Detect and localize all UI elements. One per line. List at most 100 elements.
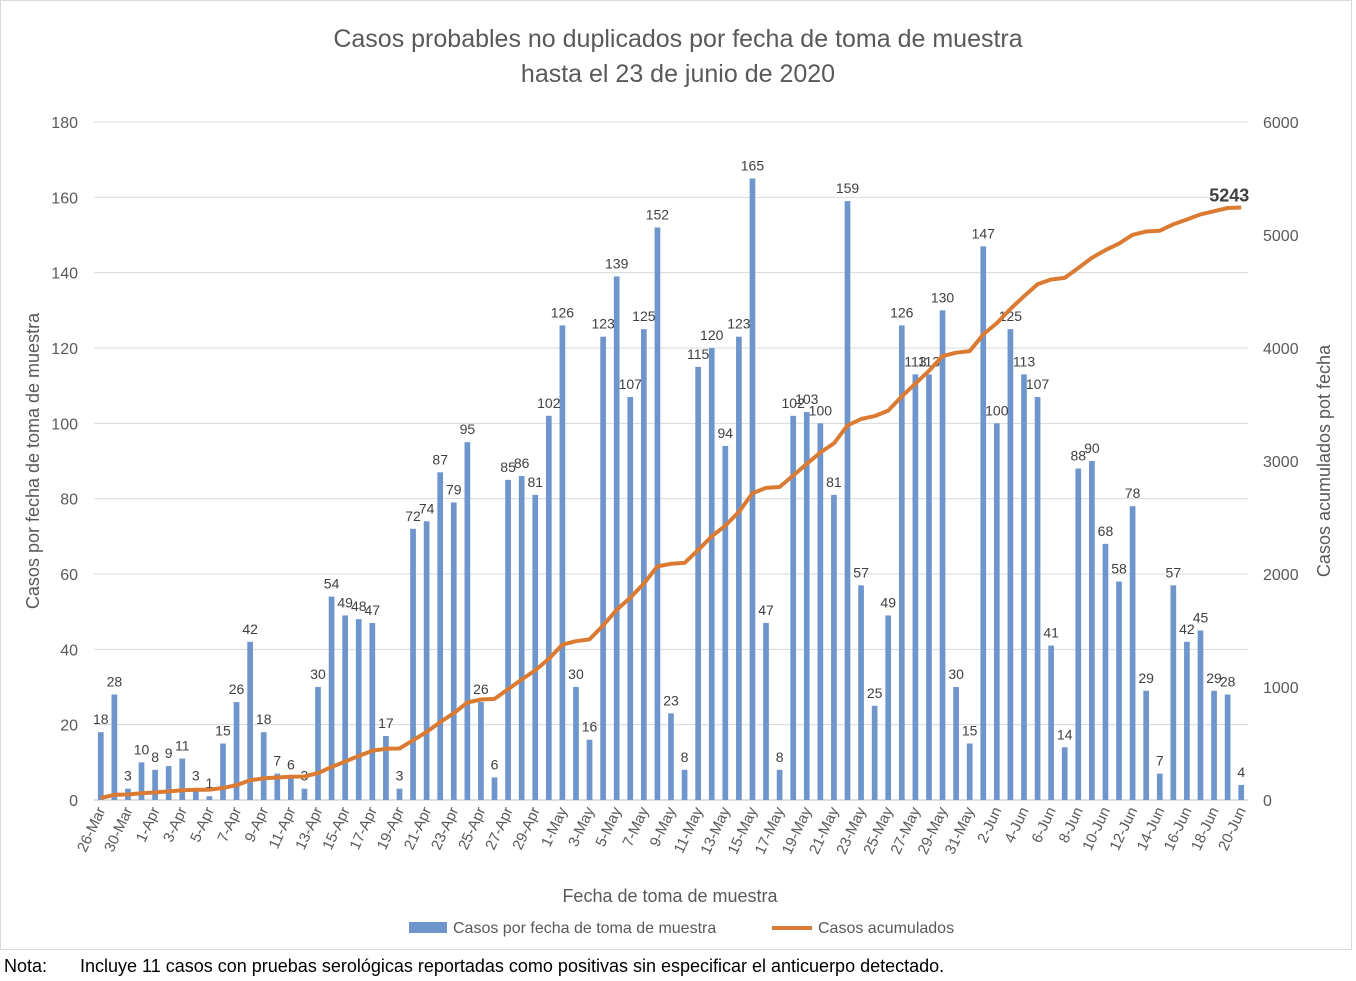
bar bbox=[505, 479, 511, 800]
bar-data-label: 30 bbox=[948, 666, 964, 682]
gridlines bbox=[94, 121, 1248, 801]
bar bbox=[817, 423, 824, 800]
y-tick-label: 20 bbox=[60, 718, 78, 735]
bar bbox=[763, 622, 769, 800]
bar-data-label: 41 bbox=[1043, 625, 1059, 641]
bar-data-label: 126 bbox=[890, 304, 914, 320]
bar-data-label: 8 bbox=[151, 749, 159, 765]
bar-data-label: 7 bbox=[1156, 753, 1164, 769]
bar bbox=[559, 325, 566, 800]
bar-data-label: 26 bbox=[473, 681, 489, 697]
bar bbox=[871, 705, 878, 800]
bar bbox=[1156, 773, 1163, 800]
bar-data-label: 15 bbox=[962, 723, 978, 739]
bar bbox=[600, 336, 606, 800]
bar-data-label: 29 bbox=[1138, 670, 1154, 686]
bar-data-label: 100 bbox=[985, 402, 1009, 418]
bar-data-label: 45 bbox=[1193, 610, 1209, 626]
bar bbox=[220, 743, 226, 800]
bar-data-label: 130 bbox=[931, 289, 955, 305]
bar bbox=[369, 622, 376, 800]
bar bbox=[423, 521, 430, 800]
bar bbox=[1116, 581, 1122, 800]
bar bbox=[573, 687, 579, 800]
bar bbox=[803, 412, 810, 800]
cumulative-line bbox=[100, 205, 1242, 800]
bar-data-label: 23 bbox=[663, 692, 679, 708]
y2-tick-label: 1000 bbox=[1263, 680, 1299, 697]
bar bbox=[586, 739, 593, 800]
bar-data-label: 147 bbox=[972, 225, 996, 241]
bar-data-label: 123 bbox=[727, 316, 751, 332]
bar-data-label: 15 bbox=[215, 723, 231, 739]
bar bbox=[1184, 641, 1190, 800]
bar bbox=[695, 366, 702, 800]
bar bbox=[396, 788, 403, 800]
bar-data-label: 90 bbox=[1084, 440, 1100, 456]
bar-data-label: 72 bbox=[405, 508, 421, 524]
bar bbox=[1238, 784, 1245, 800]
bar bbox=[885, 615, 892, 800]
bar-data-label: 113 bbox=[904, 353, 927, 369]
bar-data-label: 49 bbox=[880, 594, 896, 610]
bar-data-label: 42 bbox=[1179, 621, 1195, 637]
bar-data-label: 54 bbox=[324, 576, 340, 592]
bar-data-label: 123 bbox=[591, 316, 615, 332]
bar bbox=[355, 619, 362, 800]
legend: Casos por fecha de toma de muestra Casos… bbox=[409, 920, 954, 937]
bar-data-label: 126 bbox=[551, 304, 575, 320]
bar-data-label: 9 bbox=[165, 745, 173, 761]
footnote-text: Incluye 11 casos con pruebas serológicas… bbox=[80, 956, 945, 976]
x-tick-label: 4-Jun bbox=[1001, 805, 1032, 846]
bar-data-label: 115 bbox=[687, 346, 710, 362]
y2-tick-label: 3000 bbox=[1263, 454, 1299, 471]
bar-data-label: 78 bbox=[1125, 485, 1141, 501]
bar bbox=[966, 743, 973, 800]
bar-data-label: 28 bbox=[1220, 674, 1236, 690]
legend-line-label: Casos acumulados bbox=[818, 920, 954, 937]
bar bbox=[437, 472, 444, 800]
bar-data-label: 48 bbox=[351, 598, 367, 614]
y-tick-label: 120 bbox=[51, 341, 78, 358]
bar bbox=[1102, 543, 1109, 800]
y2-tick-label: 5000 bbox=[1263, 228, 1299, 245]
bar-data-label: 58 bbox=[1111, 561, 1127, 577]
bar bbox=[1007, 329, 1014, 800]
bar-data-label: 85 bbox=[500, 459, 516, 475]
legend-bar-swatch bbox=[409, 922, 447, 933]
bar bbox=[152, 769, 158, 800]
bar bbox=[1089, 461, 1095, 800]
x-axis-title: Fecha de toma de muestra bbox=[562, 886, 778, 906]
bar bbox=[1129, 506, 1136, 800]
bar bbox=[518, 476, 525, 800]
bar-data-label: 3 bbox=[396, 768, 404, 784]
bar-data-label: 152 bbox=[646, 206, 670, 222]
bar bbox=[1143, 690, 1150, 800]
bar bbox=[831, 494, 837, 800]
bar bbox=[1021, 374, 1027, 800]
line-series: 5243 bbox=[100, 186, 1249, 800]
bar-data-label: 57 bbox=[853, 564, 869, 580]
bar bbox=[668, 713, 674, 800]
bar-data-label: 159 bbox=[836, 180, 860, 196]
x-tick-label: 3-Apr bbox=[160, 804, 191, 844]
bar-data-label: 30 bbox=[310, 666, 326, 682]
bar bbox=[192, 788, 199, 800]
bar bbox=[206, 796, 213, 800]
bar bbox=[790, 415, 797, 800]
x-axis-ticks: 26-Mar30-Mar1-Apr3-Apr5-Apr7-Apr9-Apr11-… bbox=[74, 804, 1250, 857]
bar bbox=[342, 615, 349, 800]
x-tick-label: 1-Apr bbox=[133, 805, 164, 845]
bar bbox=[993, 423, 1000, 800]
bar-data-label: 68 bbox=[1098, 523, 1114, 539]
chart-frame bbox=[0, 0, 1352, 950]
bar-data-label: 94 bbox=[718, 425, 734, 441]
footnote-label: Nota: bbox=[4, 956, 48, 976]
bar bbox=[491, 777, 498, 800]
bar bbox=[179, 758, 186, 800]
bar bbox=[328, 596, 335, 800]
bar bbox=[97, 732, 104, 800]
y2-tick-label: 4000 bbox=[1263, 341, 1299, 358]
y2-tick-label: 2000 bbox=[1263, 567, 1299, 584]
bar-data-label: 81 bbox=[527, 474, 543, 490]
